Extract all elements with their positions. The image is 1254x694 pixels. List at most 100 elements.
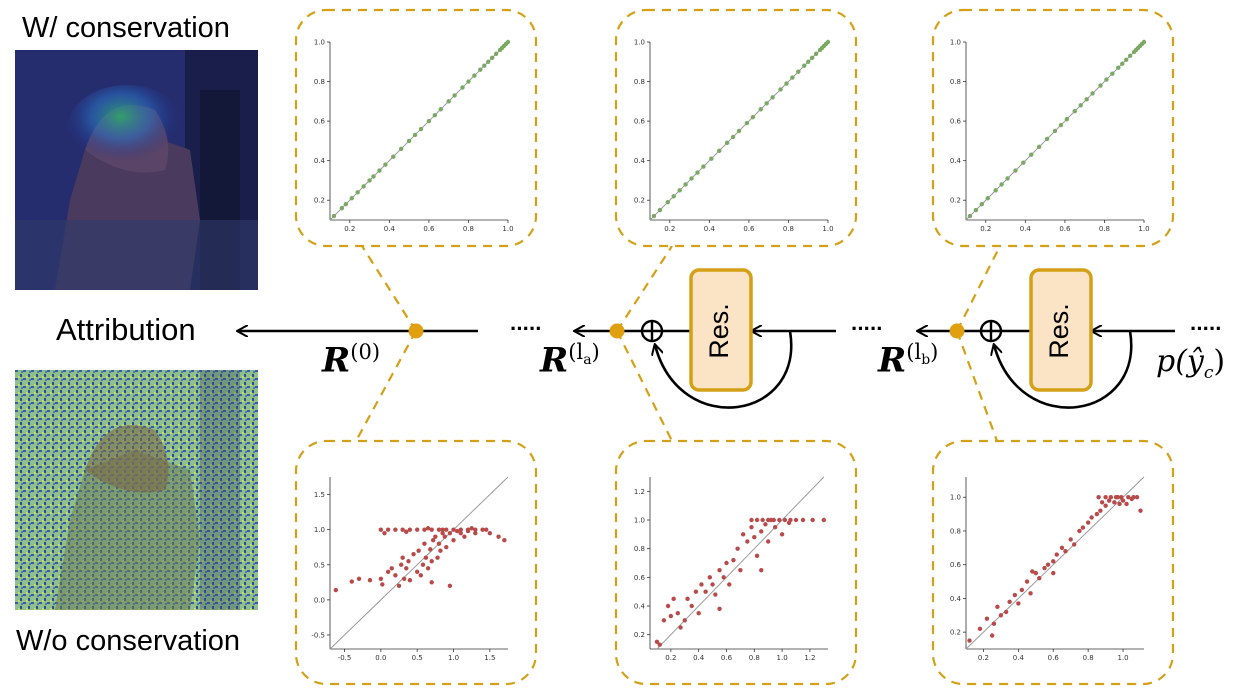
x-tick-label: 0.2: [978, 654, 989, 662]
data-point: [685, 596, 690, 602]
data-point: [377, 168, 382, 173]
data-point: [378, 576, 384, 581]
data-point: [693, 589, 699, 594]
data-point: [752, 535, 757, 540]
data-point: [423, 555, 429, 560]
data-point: [683, 182, 688, 187]
data-point: [1058, 122, 1064, 128]
data-point: [770, 95, 775, 100]
data-point: [382, 530, 387, 536]
data-point: [1134, 495, 1140, 500]
data-point: [505, 39, 511, 45]
data-point: [1098, 83, 1103, 88]
output-post: ): [1213, 344, 1226, 379]
data-point: [759, 529, 764, 534]
data-point: [1106, 498, 1112, 503]
x-tick-label: 0.4: [693, 654, 705, 662]
y-tick-label: 1.0: [950, 39, 961, 47]
y-tick-label: 1.0: [314, 39, 325, 47]
data-point: [447, 530, 453, 536]
data-point: [763, 522, 768, 527]
y-tick-label: 0.4: [634, 603, 646, 611]
identity-line: [329, 476, 509, 650]
data-point: [766, 517, 771, 523]
data-point: [343, 201, 349, 207]
x-tick-label: 0.4: [704, 225, 716, 233]
data-point: [406, 559, 411, 564]
node-rla: [609, 323, 625, 339]
data-point: [825, 39, 831, 45]
data-point: [724, 140, 730, 146]
data-point: [967, 638, 972, 643]
data-point: [730, 134, 736, 140]
data-point: [1044, 136, 1050, 142]
relevance-label-rla: R(la): [540, 340, 600, 380]
data-point: [821, 517, 827, 523]
data-point: [411, 552, 416, 557]
relevance-rla-sup: (l: [568, 340, 584, 364]
data-point: [810, 517, 815, 523]
relevance-r0-base: R: [322, 340, 351, 381]
x-tick-label: 1.5: [484, 654, 495, 662]
x-tick-label: 1.0: [1138, 225, 1149, 233]
y-tick-label: 0.5: [314, 561, 325, 569]
data-point: [444, 527, 449, 532]
y-tick-label: 1.0: [950, 494, 961, 502]
ellipsis-2: ·····: [851, 316, 884, 341]
data-point: [689, 603, 694, 609]
data-point: [802, 63, 807, 68]
data-point: [1005, 176, 1010, 181]
data-point: [1141, 39, 1147, 45]
data-point: [1052, 128, 1058, 134]
y-tick-label: 0.0: [314, 596, 325, 604]
y-tick-label: 0.2: [950, 197, 961, 205]
data-point: [502, 537, 507, 543]
data-point: [1138, 508, 1143, 513]
data-point: [985, 196, 990, 201]
data-point: [782, 517, 788, 523]
data-point: [429, 527, 434, 532]
data-point: [407, 578, 413, 583]
x-tick-label: 0.8: [783, 225, 794, 233]
x-tick-label: 0.6: [1048, 654, 1060, 662]
y-tick-label: 0.6: [634, 118, 646, 126]
data-point: [380, 582, 385, 587]
data-point: [1030, 569, 1035, 574]
data-point: [764, 101, 769, 106]
data-point: [665, 200, 670, 205]
y-tick-label: 0.6: [634, 574, 646, 582]
data-point: [436, 527, 442, 532]
dog-heatmap-conserved-image: [15, 50, 258, 290]
y-tick-label: 0.2: [634, 197, 645, 205]
data-point: [998, 613, 1004, 618]
connector-top-right: [956, 245, 1001, 332]
data-point: [754, 517, 760, 523]
data-point: [995, 604, 1000, 610]
data-point: [1108, 495, 1114, 500]
x-tick-label: -0.5: [338, 654, 352, 662]
relevance-rlb-sup: (l: [906, 340, 922, 364]
data-point: [400, 555, 405, 560]
data-point: [1054, 552, 1059, 557]
data-point: [396, 583, 402, 589]
y-tick-label: 0.6: [950, 118, 962, 126]
data-point: [429, 559, 434, 564]
data-point: [1113, 495, 1119, 500]
data-point: [695, 170, 700, 175]
data-point: [717, 606, 722, 612]
res-label-b: Res.: [1044, 303, 1074, 359]
data-point: [1077, 528, 1082, 534]
node-rlb: [949, 323, 965, 339]
x-tick-label: 1.0: [448, 654, 459, 662]
data-point: [759, 567, 764, 573]
data-point: [731, 557, 736, 563]
res-block-b: [1029, 268, 1093, 392]
data-point: [412, 132, 418, 138]
sum-operator-b: [979, 319, 1003, 343]
data-point: [469, 526, 474, 531]
data-point: [1103, 503, 1108, 508]
data-point: [754, 553, 760, 559]
connector-bottom-middle: [616, 330, 673, 442]
data-point: [999, 182, 1004, 187]
connector-bottom-left: [355, 330, 417, 442]
